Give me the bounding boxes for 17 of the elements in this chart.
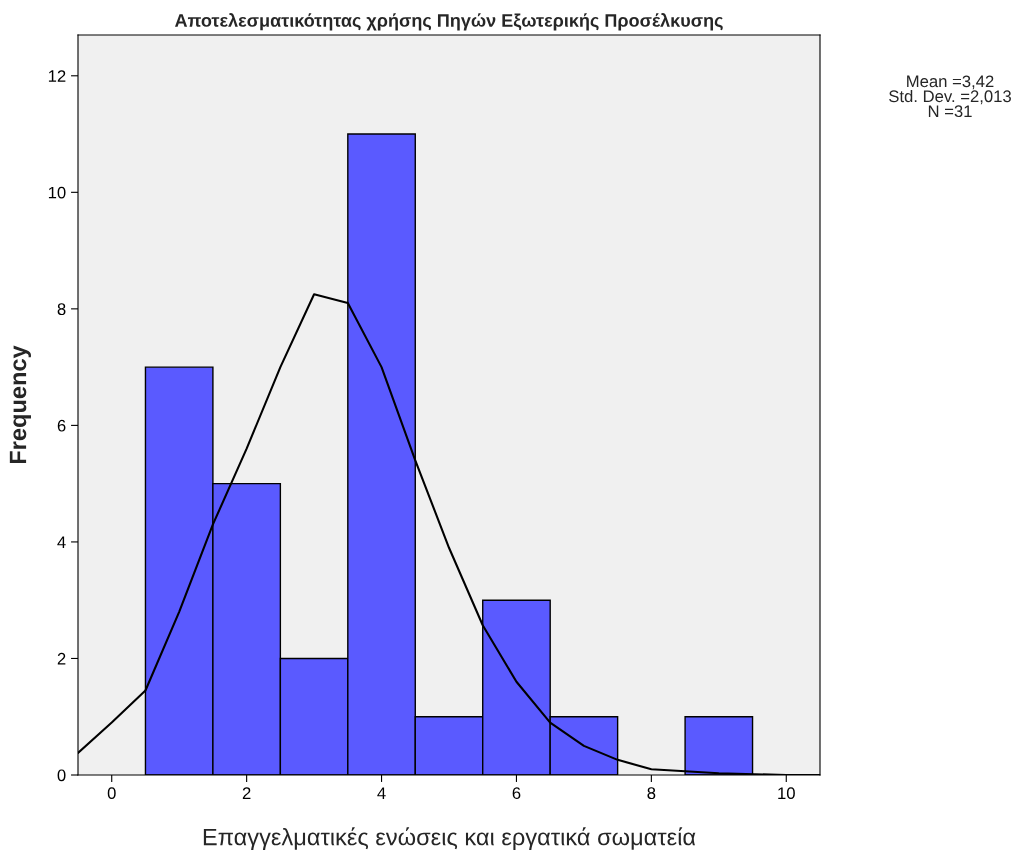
x-tick-label: 0 bbox=[107, 787, 116, 800]
x-tick-label: 4 bbox=[377, 787, 386, 799]
y-tick-label: 12 bbox=[48, 70, 66, 82]
x-tick-label: 6 bbox=[512, 787, 521, 800]
text: Mean =3,42 Std. Dev. =2,013 N =31 bbox=[889, 75, 1011, 118]
y-tick-label: 2 bbox=[57, 652, 66, 665]
chart-title: Αποτελεσματικότητας χρήσης Πηγών Εξωτερικής Προσέλκυσης bbox=[174, 13, 723, 31]
y-tick-label: 0 bbox=[57, 769, 66, 782]
x-axis-title: Επαγγελματικές ενώσεις και εργατικά σωματεία bbox=[203, 827, 696, 851]
y-tick-label: 4 bbox=[57, 536, 66, 548]
x-tick-label: 10 bbox=[778, 787, 795, 800]
x-tick-label: 8 bbox=[647, 787, 656, 800]
x-tick-label: 2 bbox=[242, 787, 251, 799]
y-tick-label: 6 bbox=[57, 419, 66, 432]
y-axis-title: Frequency bbox=[9, 345, 31, 464]
y-tick-label: 8 bbox=[57, 303, 66, 316]
y-tick-label: 10 bbox=[48, 186, 66, 199]
